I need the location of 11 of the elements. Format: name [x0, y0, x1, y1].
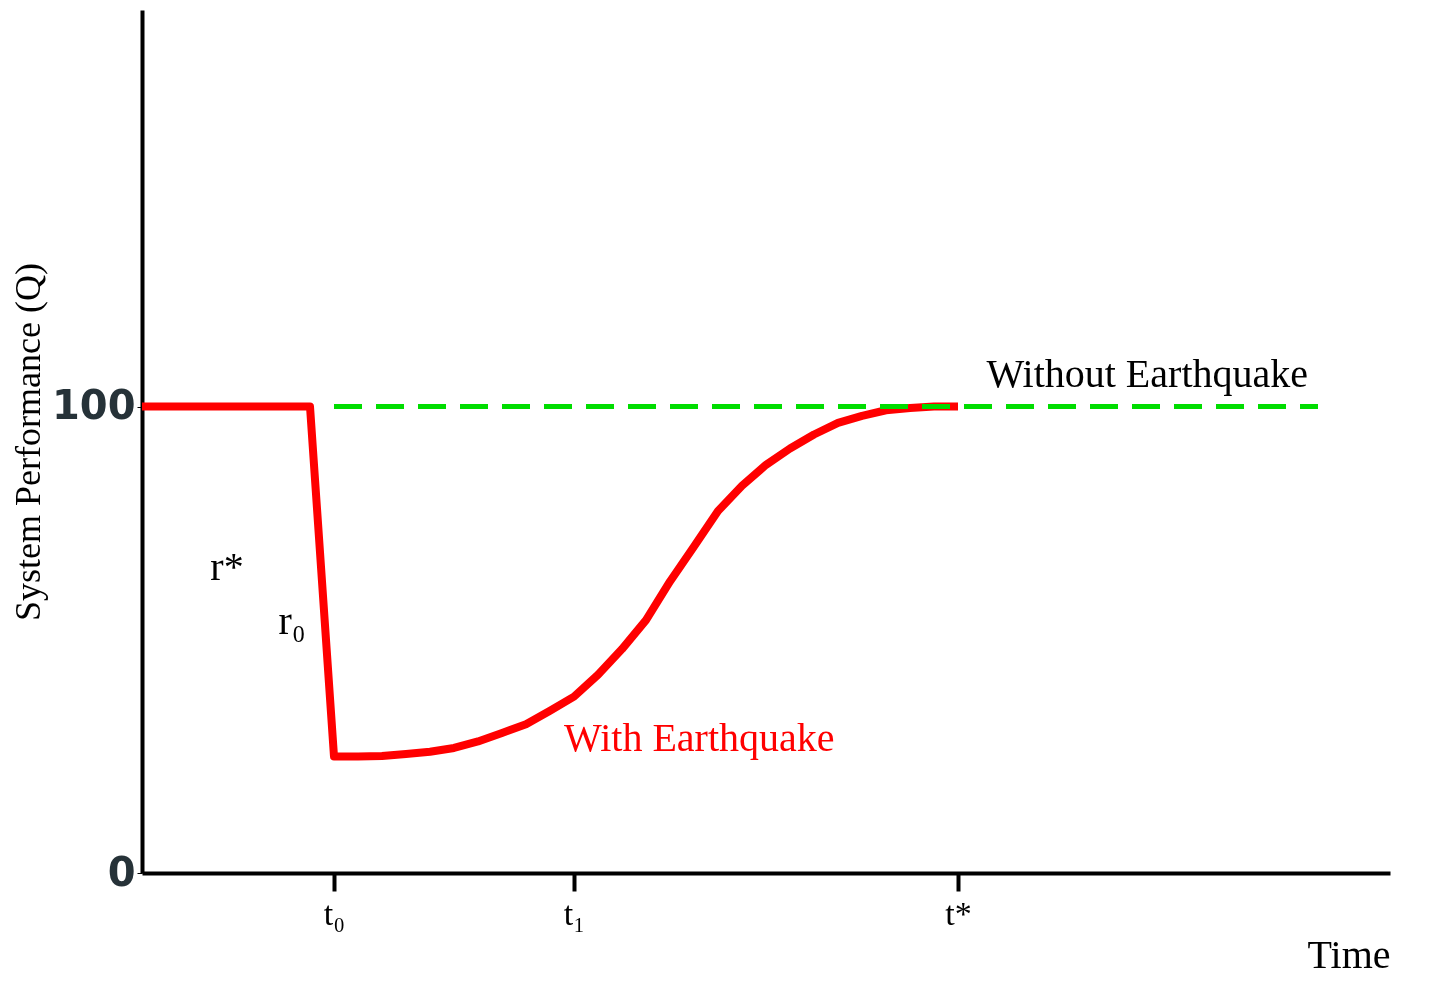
annotation: r* — [210, 544, 244, 589]
y-tick-label: 0 — [107, 848, 136, 895]
series-label: Without Earthquake — [986, 350, 1308, 396]
series-label: With Earthquake — [564, 714, 835, 760]
x-axis-title: Time — [1307, 931, 1391, 977]
x-tick-label: t₀ — [323, 894, 346, 932]
x-tick-label: t* — [945, 894, 972, 932]
y-tick-label: 100 — [52, 382, 136, 429]
y-axis-title: System Performance (Q) — [8, 263, 48, 621]
x-tick-label: t₁ — [563, 894, 586, 932]
annotation: r₀ — [278, 598, 306, 643]
